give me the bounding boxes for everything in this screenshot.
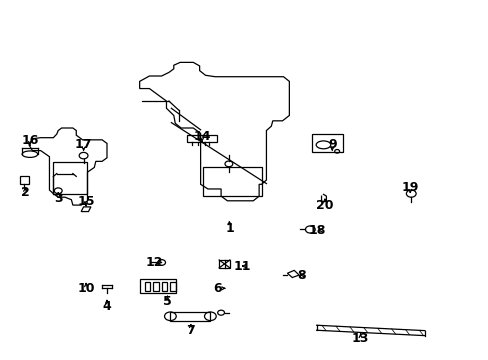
Bar [161, 282, 167, 291]
Text: 14: 14 [193, 130, 210, 144]
Text: 8: 8 [297, 269, 305, 282]
Bar [219, 260, 229, 268]
Text: 7: 7 [186, 324, 195, 337]
Text: 6: 6 [213, 282, 222, 295]
Text: 13: 13 [351, 332, 368, 345]
Text: 1: 1 [225, 222, 234, 235]
Text: 9: 9 [327, 138, 336, 150]
Bar [140, 279, 176, 293]
Bar [20, 176, 29, 184]
Bar [153, 282, 158, 291]
Text: 12: 12 [145, 256, 163, 269]
Bar [170, 282, 176, 291]
Text: 17: 17 [75, 138, 92, 150]
Text: 16: 16 [21, 134, 39, 147]
Text: 11: 11 [233, 260, 250, 273]
Text: 2: 2 [20, 186, 29, 199]
Bar [311, 134, 343, 152]
Text: 19: 19 [401, 181, 418, 194]
Bar [203, 167, 261, 196]
Text: 4: 4 [102, 300, 111, 313]
Text: 20: 20 [316, 199, 333, 212]
Text: 5: 5 [163, 295, 171, 308]
Bar [186, 135, 217, 142]
Bar [170, 312, 210, 320]
Text: 3: 3 [54, 192, 62, 205]
Bar [53, 162, 86, 194]
Text: 18: 18 [308, 224, 325, 237]
Text: 10: 10 [77, 282, 95, 295]
Bar [144, 282, 150, 291]
Text: 15: 15 [77, 195, 95, 208]
